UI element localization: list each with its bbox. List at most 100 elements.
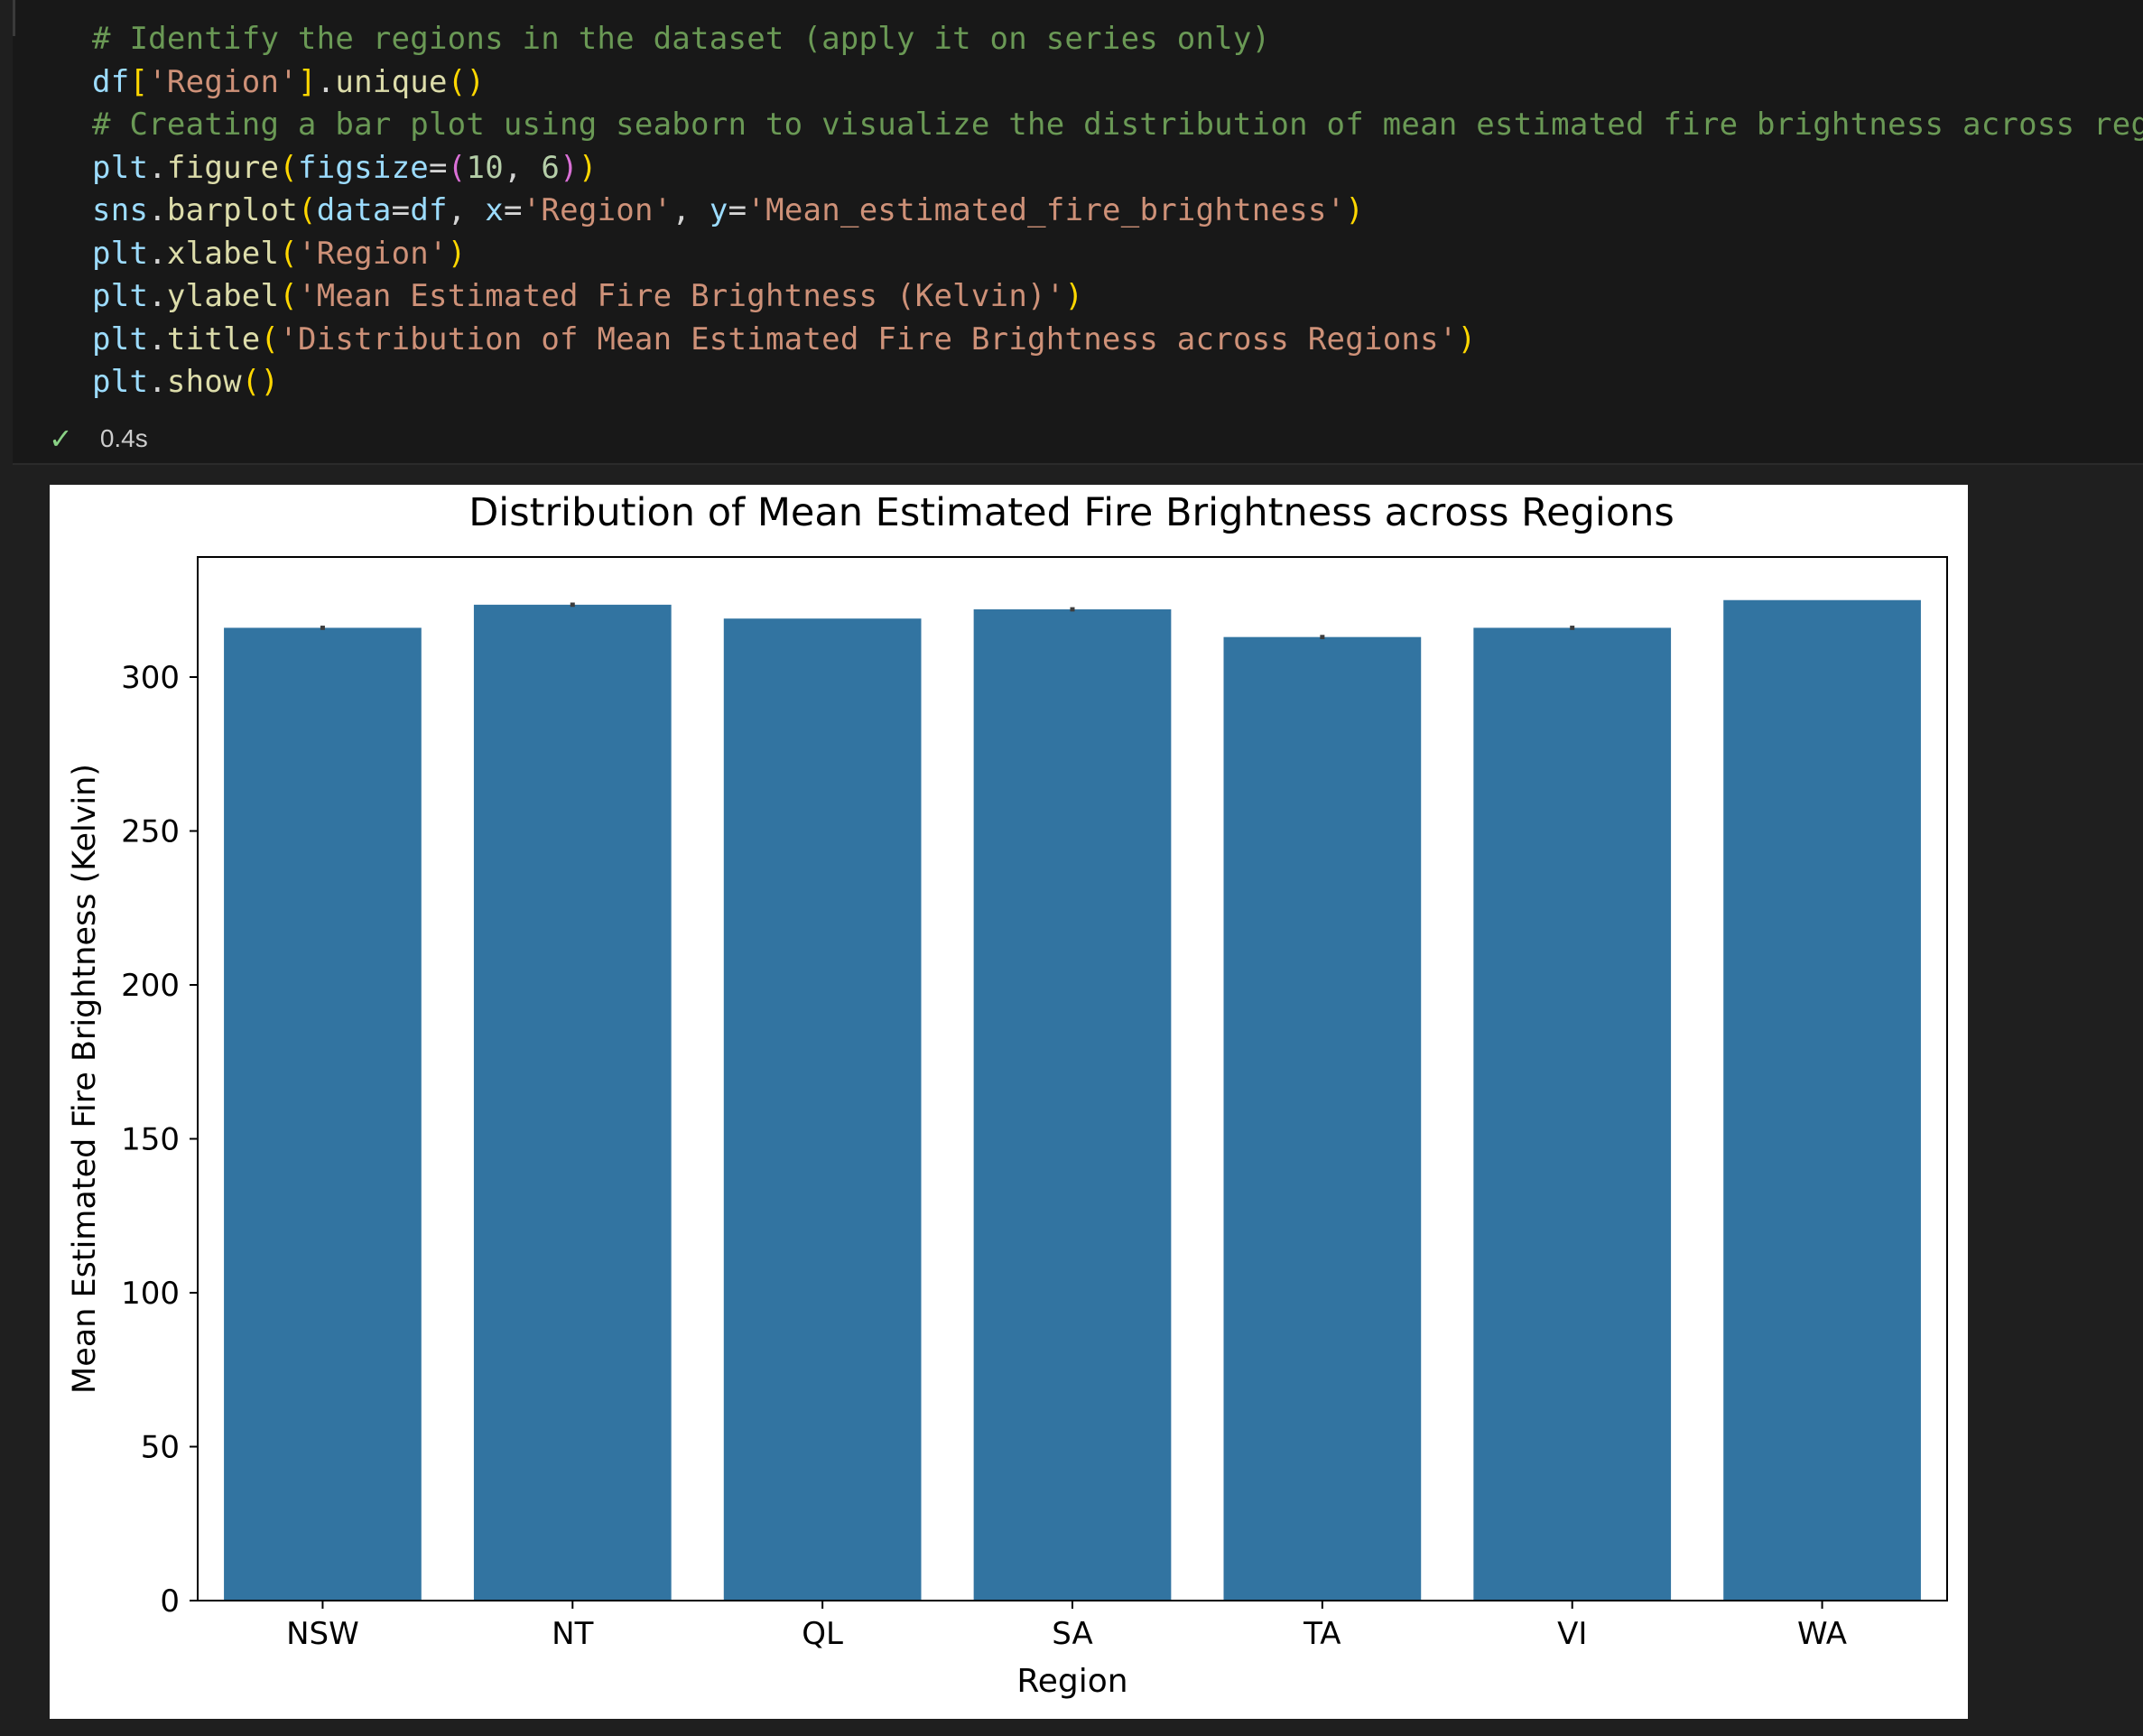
code-token: 'Region'	[148, 63, 298, 100]
code-token: df	[92, 63, 130, 100]
code-line: plt.show()	[92, 361, 2143, 404]
code-line: df['Region'].unique()	[92, 61, 2143, 105]
y-tick-label: 300	[121, 660, 180, 696]
y-tick-label: 0	[160, 1583, 180, 1620]
bar-sa	[973, 608, 1172, 1601]
cell-output: Distribution of Mean Estimated Fire Brig…	[50, 485, 1968, 1719]
code-token: sns	[92, 192, 149, 228]
code-line: plt.title('Distribution of Mean Estimate…	[92, 319, 2143, 362]
code-token: # Identify the regions in the dataset (a…	[92, 21, 1271, 57]
code-token: (	[279, 278, 298, 314]
cell-gutter-marker	[13, 0, 15, 36]
code-cell[interactable]: # Identify the regions in the dataset (a…	[13, 0, 2143, 465]
code-token: unique	[335, 63, 448, 100]
x-tick-label: SA	[1052, 1616, 1092, 1652]
y-axis: 0 50 100 150 200 250 300	[121, 660, 198, 1620]
bar-wa	[1723, 599, 1921, 1601]
plot-frame	[197, 556, 1948, 1601]
x-tick-label: QL	[802, 1616, 843, 1652]
code-token: 6	[541, 149, 561, 186]
code-token: .	[148, 192, 167, 228]
code-token: 'Region'	[297, 235, 448, 272]
bar-nt	[473, 604, 672, 1601]
code-token: =	[728, 192, 747, 228]
code-token: plt	[92, 235, 149, 272]
y-tick-label: 150	[121, 1121, 180, 1157]
bar-ta	[1223, 636, 1422, 1601]
error-bars-group	[320, 602, 1575, 640]
code-token: (	[447, 149, 467, 186]
x-tick-label: WA	[1797, 1616, 1847, 1652]
execution-time: 0.4s	[99, 424, 148, 452]
code-token: plt	[92, 364, 149, 400]
code-token: ]	[297, 63, 317, 100]
x-tick-label: VI	[1557, 1616, 1587, 1652]
x-tick-label: NSW	[286, 1616, 359, 1652]
code-token: plt	[92, 149, 149, 186]
x-tick-label: NT	[552, 1616, 593, 1652]
x-axis-label: Region	[1016, 1663, 1127, 1700]
bar-ql	[723, 618, 922, 1601]
code-token: .	[148, 364, 167, 400]
x-tick-label: TA	[1303, 1616, 1341, 1652]
check-icon: ✓	[49, 422, 73, 455]
code-token: data	[316, 192, 392, 228]
code-token: ylabel	[166, 278, 280, 314]
code-token: ,	[447, 192, 486, 228]
code-token: =	[391, 192, 411, 228]
code-token: (	[279, 149, 298, 186]
code-token: plt	[92, 320, 149, 357]
code-token: ()	[241, 364, 280, 400]
bar-nsw	[224, 627, 422, 1601]
x-axis: NSW NT QL SA TA VI WA	[286, 1601, 1847, 1652]
code-token: df	[410, 192, 448, 228]
y-tick-label: 50	[141, 1429, 180, 1465]
code-token: ()	[447, 63, 486, 100]
code-line: # Identify the regions in the dataset (a…	[92, 18, 2143, 61]
y-tick-label: 250	[121, 813, 180, 849]
code-line: plt.figure(figsize=(10, 6))	[92, 147, 2143, 190]
code-token: plt	[92, 278, 149, 314]
code-token: 10	[466, 149, 504, 186]
y-tick-label: 100	[121, 1276, 180, 1312]
code-editor[interactable]: # Identify the regions in the dataset (a…	[92, 18, 2143, 404]
code-line: plt.xlabel('Region')	[92, 233, 2143, 276]
bars-group	[224, 599, 1921, 1601]
code-token: )	[578, 149, 598, 186]
execution-status: ✓ 0.4s	[49, 421, 148, 457]
code-token: show	[166, 364, 242, 400]
code-token: title	[166, 320, 261, 357]
code-token: (	[260, 320, 280, 357]
chart-title: Distribution of Mean Estimated Fire Brig…	[468, 490, 1675, 535]
code-token: .	[148, 320, 167, 357]
code-token: 'Mean_estimated_fire_brightness'	[747, 192, 1346, 228]
bar-chart: Distribution of Mean Estimated Fire Brig…	[67, 490, 1948, 1700]
code-token: 'Mean Estimated Fire Brightness (Kelvin)…	[297, 278, 1065, 314]
code-token: =	[503, 192, 523, 228]
code-token: )	[1457, 320, 1477, 357]
code-token: (	[279, 235, 298, 272]
code-token: )	[447, 235, 467, 272]
code-token: x	[485, 192, 504, 228]
code-token: y	[709, 192, 728, 228]
code-token: .	[148, 235, 167, 272]
code-token: )	[1345, 192, 1365, 228]
code-token: 'Distribution of Mean Estimated Fire Bri…	[279, 320, 1458, 357]
code-line: sns.barplot(data=df, x='Region', y='Mean…	[92, 190, 2143, 233]
code-token: figsize	[297, 149, 430, 186]
code-token: barplot	[166, 192, 298, 228]
y-axis-label: Mean Estimated Fire Brightness (Kelvin)	[67, 764, 103, 1394]
code-token: )	[1064, 278, 1084, 314]
code-token: [	[129, 63, 149, 100]
bar-vi	[1473, 627, 1672, 1601]
y-tick-label: 200	[121, 968, 180, 1004]
code-line: plt.ylabel('Mean Estimated Fire Brightne…	[92, 275, 2143, 319]
code-line: # Creating a bar plot using seaborn to v…	[92, 104, 2143, 147]
code-token: # Creating a bar plot using seaborn to v…	[92, 107, 2143, 143]
code-token: )	[560, 149, 579, 186]
code-token: 'Region'	[522, 192, 673, 228]
code-token: .	[148, 278, 167, 314]
code-token: ,	[672, 192, 710, 228]
code-token: xlabel	[166, 235, 280, 272]
code-token: =	[429, 149, 448, 186]
